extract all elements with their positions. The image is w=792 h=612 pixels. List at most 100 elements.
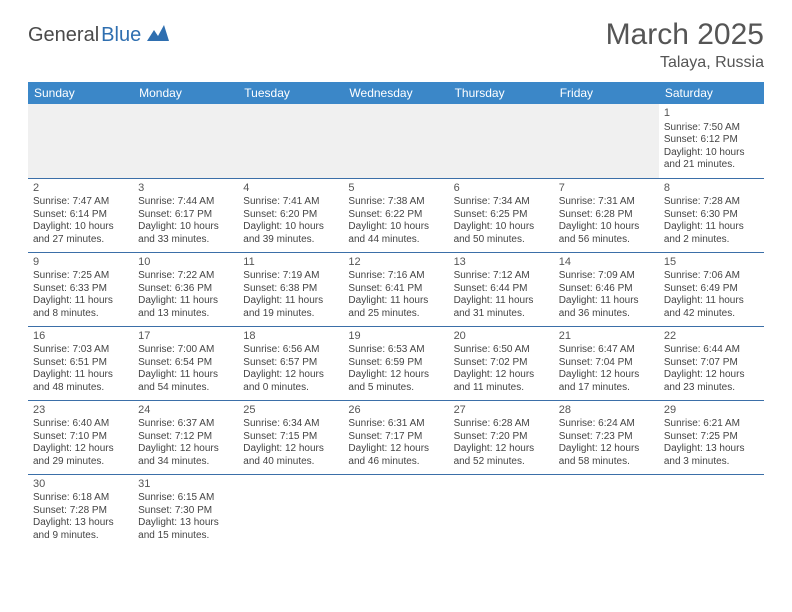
calendar-cell: 17Sunrise: 7:00 AMSunset: 6:54 PMDayligh… [133, 326, 238, 400]
calendar-cell: 9Sunrise: 7:25 AMSunset: 6:33 PMDaylight… [28, 252, 133, 326]
sunrise-text: Sunrise: 6:15 AM [138, 492, 233, 505]
day-number: 22 [664, 330, 759, 344]
sunset-text: Sunset: 6:14 PM [33, 209, 128, 222]
calendar-cell: 10Sunrise: 7:22 AMSunset: 6:36 PMDayligh… [133, 252, 238, 326]
day-number: 20 [454, 330, 549, 344]
sunrise-text: Sunrise: 7:25 AM [33, 270, 128, 283]
day-number: 8 [664, 182, 759, 196]
day-number: 13 [454, 256, 549, 270]
sunrise-text: Sunrise: 7:41 AM [243, 196, 338, 209]
sunrise-text: Sunrise: 7:12 AM [454, 270, 549, 283]
day-number: 2 [33, 182, 128, 196]
daylight-text: Daylight: 13 hours and 15 minutes. [138, 517, 233, 542]
sunrise-text: Sunrise: 7:06 AM [664, 270, 759, 283]
sunrise-text: Sunrise: 7:16 AM [348, 270, 443, 283]
calendar-cell: 8Sunrise: 7:28 AMSunset: 6:30 PMDaylight… [659, 178, 764, 252]
calendar-cell: 29Sunrise: 6:21 AMSunset: 7:25 PMDayligh… [659, 400, 764, 474]
calendar-week-row: 23Sunrise: 6:40 AMSunset: 7:10 PMDayligh… [28, 400, 764, 474]
sunset-text: Sunset: 6:51 PM [33, 357, 128, 370]
sunrise-text: Sunrise: 7:50 AM [664, 122, 759, 135]
sunset-text: Sunset: 6:20 PM [243, 209, 338, 222]
daylight-text: Daylight: 12 hours and 29 minutes. [33, 443, 128, 468]
calendar-cell: 5Sunrise: 7:38 AMSunset: 6:22 PMDaylight… [343, 178, 448, 252]
daylight-text: Daylight: 10 hours and 44 minutes. [348, 221, 443, 246]
sunset-text: Sunset: 6:25 PM [454, 209, 549, 222]
calendar-cell: 15Sunrise: 7:06 AMSunset: 6:49 PMDayligh… [659, 252, 764, 326]
daylight-text: Daylight: 11 hours and 19 minutes. [243, 295, 338, 320]
calendar-cell: 24Sunrise: 6:37 AMSunset: 7:12 PMDayligh… [133, 400, 238, 474]
sunrise-text: Sunrise: 6:24 AM [559, 418, 654, 431]
daylight-text: Daylight: 12 hours and 0 minutes. [243, 369, 338, 394]
daylight-text: Daylight: 10 hours and 33 minutes. [138, 221, 233, 246]
day-number: 7 [559, 182, 654, 196]
day-number: 29 [664, 404, 759, 418]
day-number: 15 [664, 256, 759, 270]
calendar-cell: 19Sunrise: 6:53 AMSunset: 6:59 PMDayligh… [343, 326, 448, 400]
sunset-text: Sunset: 7:07 PM [664, 357, 759, 370]
sunset-text: Sunset: 7:12 PM [138, 431, 233, 444]
day-number: 26 [348, 404, 443, 418]
day-number: 31 [138, 478, 233, 492]
sunrise-text: Sunrise: 6:44 AM [664, 344, 759, 357]
daylight-text: Daylight: 12 hours and 34 minutes. [138, 443, 233, 468]
calendar-cell: 22Sunrise: 6:44 AMSunset: 7:07 PMDayligh… [659, 326, 764, 400]
day-number: 12 [348, 256, 443, 270]
calendar-cell: 1Sunrise: 7:50 AMSunset: 6:12 PMDaylight… [659, 104, 764, 178]
day-number: 3 [138, 182, 233, 196]
sunset-text: Sunset: 6:12 PM [664, 134, 759, 147]
calendar-cell: 6Sunrise: 7:34 AMSunset: 6:25 PMDaylight… [449, 178, 554, 252]
daylight-text: Daylight: 12 hours and 46 minutes. [348, 443, 443, 468]
day-number: 27 [454, 404, 549, 418]
sunset-text: Sunset: 7:10 PM [33, 431, 128, 444]
weekday-friday: Friday [554, 82, 659, 104]
sunset-text: Sunset: 6:36 PM [138, 283, 233, 296]
calendar-cell: 25Sunrise: 6:34 AMSunset: 7:15 PMDayligh… [238, 400, 343, 474]
weekday-sunday: Sunday [28, 82, 133, 104]
day-number: 24 [138, 404, 233, 418]
sunrise-text: Sunrise: 7:03 AM [33, 344, 128, 357]
calendar-cell [449, 474, 554, 548]
sunrise-text: Sunrise: 6:37 AM [138, 418, 233, 431]
sunset-text: Sunset: 6:46 PM [559, 283, 654, 296]
calendar-cell: 21Sunrise: 6:47 AMSunset: 7:04 PMDayligh… [554, 326, 659, 400]
day-number: 30 [33, 478, 128, 492]
sunrise-text: Sunrise: 6:53 AM [348, 344, 443, 357]
calendar-cell [554, 474, 659, 548]
sunrise-text: Sunrise: 6:50 AM [454, 344, 549, 357]
calendar-cell [133, 104, 238, 178]
day-number: 6 [454, 182, 549, 196]
sunset-text: Sunset: 7:02 PM [454, 357, 549, 370]
sunrise-text: Sunrise: 6:40 AM [33, 418, 128, 431]
sunset-text: Sunset: 7:15 PM [243, 431, 338, 444]
day-number: 1 [664, 107, 759, 121]
calendar-cell: 31Sunrise: 6:15 AMSunset: 7:30 PMDayligh… [133, 474, 238, 548]
calendar-cell: 13Sunrise: 7:12 AMSunset: 6:44 PMDayligh… [449, 252, 554, 326]
daylight-text: Daylight: 12 hours and 11 minutes. [454, 369, 549, 394]
calendar-week-row: 30Sunrise: 6:18 AMSunset: 7:28 PMDayligh… [28, 474, 764, 548]
sunset-text: Sunset: 6:54 PM [138, 357, 233, 370]
day-number: 11 [243, 256, 338, 270]
daylight-text: Daylight: 12 hours and 52 minutes. [454, 443, 549, 468]
calendar-cell: 20Sunrise: 6:50 AMSunset: 7:02 PMDayligh… [449, 326, 554, 400]
day-number: 25 [243, 404, 338, 418]
calendar-cell: 30Sunrise: 6:18 AMSunset: 7:28 PMDayligh… [28, 474, 133, 548]
sunrise-text: Sunrise: 6:28 AM [454, 418, 549, 431]
day-number: 18 [243, 330, 338, 344]
sunset-text: Sunset: 6:59 PM [348, 357, 443, 370]
sunrise-text: Sunrise: 6:34 AM [243, 418, 338, 431]
day-number: 21 [559, 330, 654, 344]
calendar-cell [28, 104, 133, 178]
sunset-text: Sunset: 6:28 PM [559, 209, 654, 222]
calendar-cell: 3Sunrise: 7:44 AMSunset: 6:17 PMDaylight… [133, 178, 238, 252]
calendar-table: Sunday Monday Tuesday Wednesday Thursday… [28, 82, 764, 548]
sunrise-text: Sunrise: 7:28 AM [664, 196, 759, 209]
sunset-text: Sunset: 7:17 PM [348, 431, 443, 444]
sunrise-text: Sunrise: 7:31 AM [559, 196, 654, 209]
calendar-week-row: 2Sunrise: 7:47 AMSunset: 6:14 PMDaylight… [28, 178, 764, 252]
calendar-cell: 26Sunrise: 6:31 AMSunset: 7:17 PMDayligh… [343, 400, 448, 474]
sunset-text: Sunset: 6:17 PM [138, 209, 233, 222]
sunrise-text: Sunrise: 7:34 AM [454, 196, 549, 209]
calendar-cell: 23Sunrise: 6:40 AMSunset: 7:10 PMDayligh… [28, 400, 133, 474]
sunrise-text: Sunrise: 7:44 AM [138, 196, 233, 209]
calendar-cell: 28Sunrise: 6:24 AMSunset: 7:23 PMDayligh… [554, 400, 659, 474]
